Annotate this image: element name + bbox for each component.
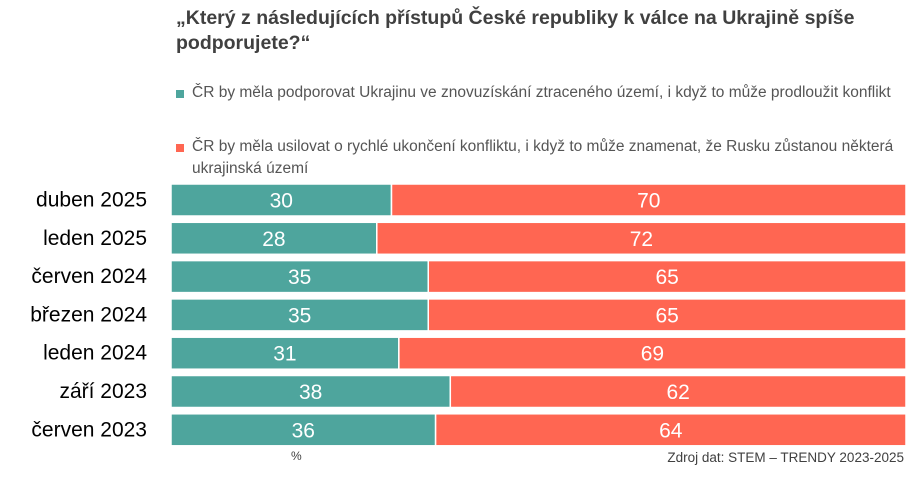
bar-end-duben-2025 <box>390 183 907 217</box>
bar-end-březen-2024 <box>427 298 907 332</box>
bar-end-září-2023 <box>449 374 907 409</box>
legend-label-end: ČR by měla usilovat o rychlé ukončení ko… <box>192 138 894 177</box>
bar-end-červen-2023 <box>434 413 907 447</box>
category-label-září-2023: září 2023 <box>59 380 147 403</box>
bar-support-červen-2024 <box>170 259 429 294</box>
data-label-end-duben-2025: 70 <box>637 190 660 213</box>
data-label-support-březen-2024: 35 <box>288 304 311 327</box>
data-label-support-duben-2025: 30 <box>270 190 293 213</box>
bar-end-leden-2024 <box>398 336 907 370</box>
category-label-březen-2024: březen 2024 <box>30 303 147 326</box>
data-label-support-červen-2024: 35 <box>288 266 311 289</box>
data-label-support-září-2023: 38 <box>299 381 322 404</box>
category-label-červen-2023: červen 2023 <box>31 418 147 441</box>
data-label-end-září-2023: 62 <box>666 381 689 404</box>
data-label-support-leden-2025: 28 <box>262 228 285 251</box>
bar-support-leden-2025 <box>170 221 378 256</box>
bar-support-leden-2024 <box>170 336 400 370</box>
category-label-leden-2024: leden 2024 <box>43 342 147 365</box>
bar-support-září-2023 <box>170 374 452 409</box>
data-label-support-leden-2024: 31 <box>273 343 296 366</box>
data-label-end-leden-2024: 69 <box>641 343 664 366</box>
legend-swatch-support <box>176 90 184 98</box>
source-note: Zdroj dat: STEM – TRENDY 2023-2025 <box>667 450 904 465</box>
bar-end-červen-2024 <box>427 259 907 294</box>
category-label-červen-2024: červen 2024 <box>31 265 147 288</box>
unit-label: % <box>291 449 302 463</box>
category-label-leden-2025: leden 2025 <box>43 227 147 250</box>
bar-support-červen-2023 <box>170 413 437 447</box>
legend-label-support: ČR by měla podporovat Ukrajinu ve znovuz… <box>192 84 891 101</box>
data-label-end-březen-2024: 65 <box>655 304 678 327</box>
data-label-end-červen-2023: 64 <box>659 419 683 442</box>
data-label-end-červen-2024: 65 <box>655 266 678 289</box>
legend-swatch-end <box>176 144 184 152</box>
bar-support-březen-2024 <box>170 298 429 332</box>
bar-end-leden-2025 <box>376 221 907 256</box>
category-label-duben-2025: duben 2025 <box>36 189 147 212</box>
data-label-support-červen-2023: 36 <box>292 419 315 442</box>
data-label-end-leden-2025: 72 <box>630 228 653 251</box>
chart-title: „Který z následujících přístupů České re… <box>176 7 855 54</box>
